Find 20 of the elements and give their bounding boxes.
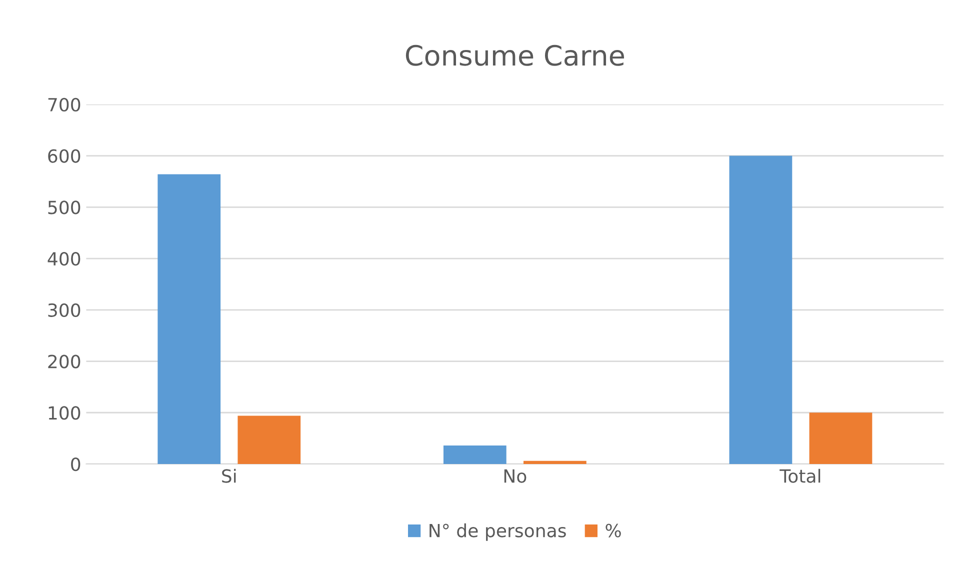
y-tick-label: 700: [48, 98, 80, 112]
bar: [524, 460, 586, 464]
y-tick-label: 300: [48, 303, 80, 317]
bar: [158, 174, 221, 464]
y-tick-label: 200: [48, 354, 80, 368]
y-tick-label: 100: [48, 406, 80, 420]
bar: [729, 156, 792, 464]
bar: [809, 412, 872, 464]
y-tick-label: 500: [48, 200, 80, 214]
bar: [238, 416, 301, 464]
chart-title: Consume Carne: [406, 44, 624, 66]
legend-label: N° de personas: [430, 523, 566, 541]
y-tick-label: 400: [48, 252, 80, 266]
x-tick-label: Si: [222, 468, 236, 483]
y-tick-label: 0: [71, 457, 80, 472]
x-tick-label: Total: [780, 468, 820, 483]
y-tick-label: 600: [48, 149, 80, 163]
bar: [443, 446, 506, 464]
x-tick-label: No: [504, 469, 526, 483]
legend-label: %: [606, 524, 621, 538]
